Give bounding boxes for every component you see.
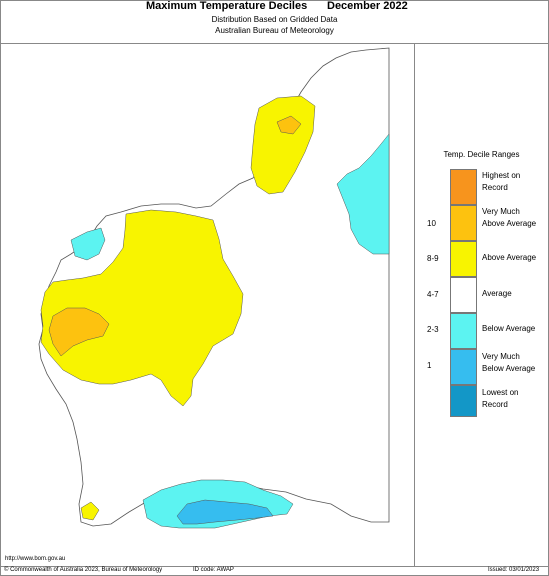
legend-range-average: 4-7 [427,290,439,299]
map-period: December 2022 [327,0,408,12]
legend-range-very-much-above: 10 [427,219,436,228]
legend-label-above: Above Average [482,253,537,262]
legend-label-very-much-above: Very Much Above Average [482,207,537,228]
legend: Temp. Decile Ranges Highest on Record Ve… [415,44,548,566]
above-average-region-southwest [80,501,100,521]
above-average-region-central [40,209,244,407]
issued-date: Issued: 03/01/2023 [488,567,540,573]
below-average-region-east [336,133,390,255]
header: Maximum Temperature Deciles December 202… [0,0,549,44]
legend-range-above: 8-9 [427,254,439,263]
legend-swatch-highest [450,169,477,205]
legend-range-below: 2-3 [427,325,439,334]
legend-label-below: Below Average [482,324,536,333]
legend-swatch-very-much-below [450,349,477,385]
id-code: ID code: AWAP [193,567,234,573]
footer-divider [0,566,549,567]
map-title: Maximum Temperature Deciles [146,0,308,12]
legend-swatch-above [450,241,477,277]
western-australia-map [38,47,390,529]
very-much-below-region-south [176,499,274,525]
website-url: http://www.bom.gov.au [5,556,66,562]
map-panel [1,44,414,566]
copyright-text: © Commonwealth of Australia 2023, Bureau… [4,567,163,573]
legend-range-very-much-below: 1 [427,361,432,370]
legend-label-average: Average [482,289,512,298]
legend-title: Temp. Decile Ranges [443,150,520,159]
legend-label-very-much-below: Very Much Below Average [482,352,536,373]
legend-label-highest: Highest on Record [482,171,521,192]
legend-label-lowest: Lowest on Record [482,388,519,409]
map-subtitle: Distribution Based on Gridded Data [211,15,338,24]
header-divider [0,43,549,44]
very-much-above-region-north [276,115,302,135]
legend-divider [414,43,415,566]
very-much-above-region-west [48,307,110,357]
legend-swatch-average [450,277,477,313]
legend-swatch-very-much-above [450,205,477,241]
legend-swatch-lowest [450,385,477,417]
map-source: Australian Bureau of Meteorology [215,26,334,35]
legend-swatch-below [450,313,477,349]
below-average-region-northwest [70,227,106,261]
above-average-region-north [250,95,316,195]
